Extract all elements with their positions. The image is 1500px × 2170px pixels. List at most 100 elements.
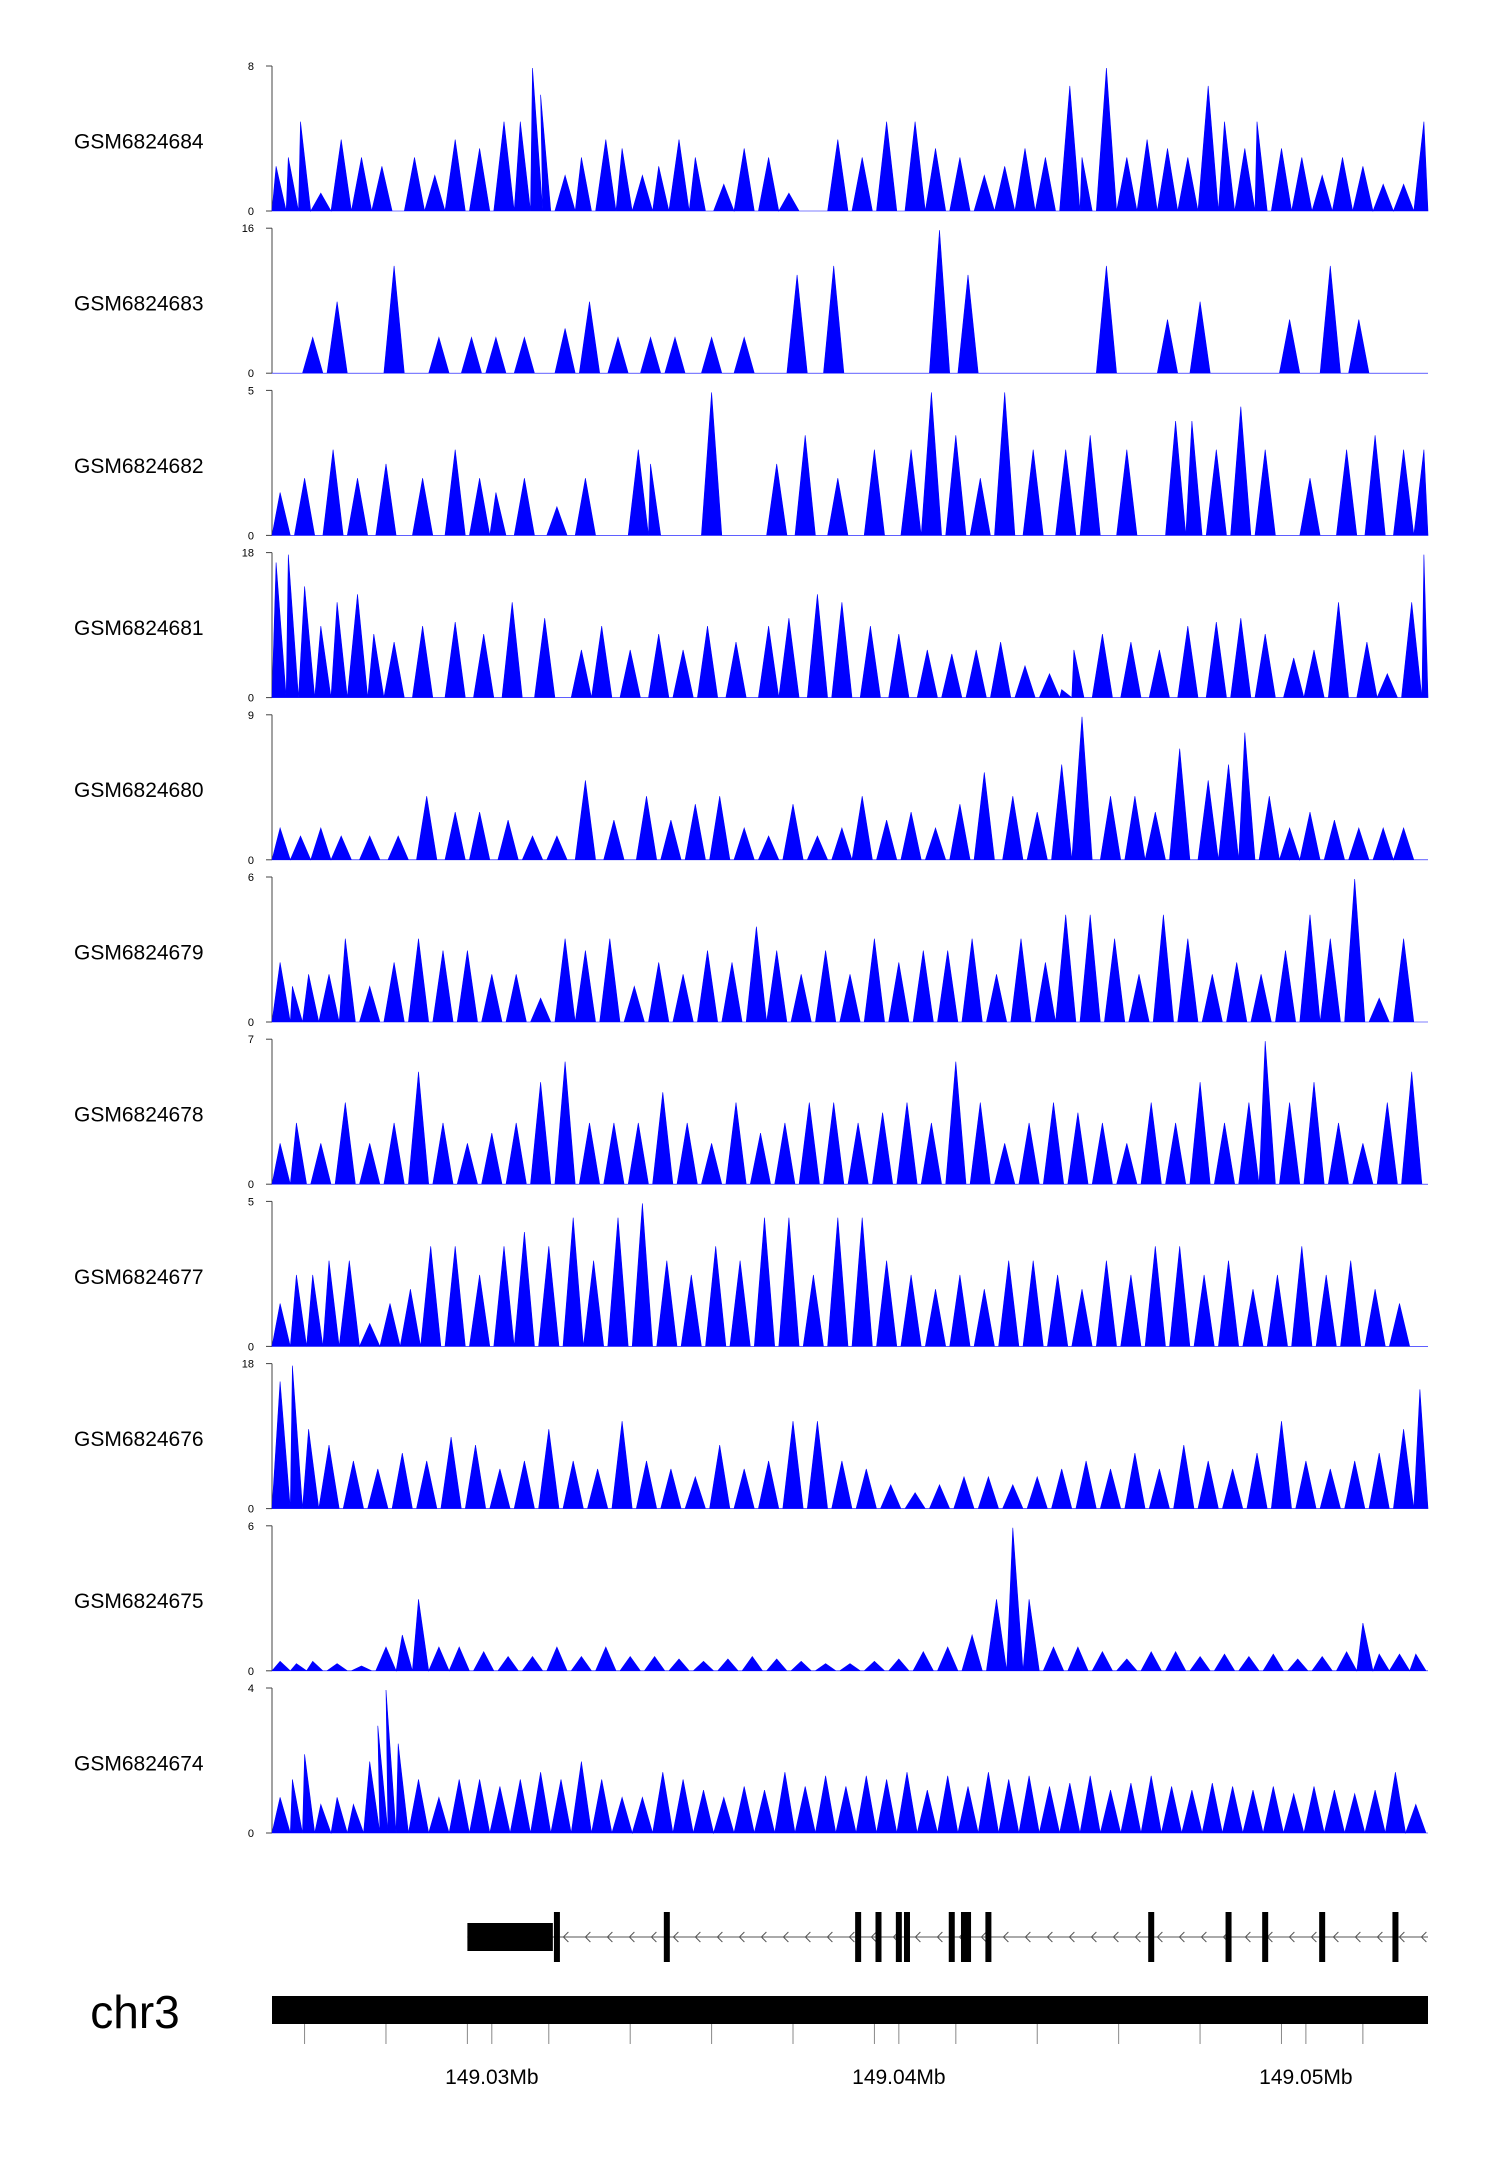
strand-arrow bbox=[650, 1931, 657, 1943]
y-max-label: 5 bbox=[248, 1196, 254, 1208]
strand-arrow bbox=[1288, 1931, 1295, 1943]
y-max-label: 4 bbox=[248, 1683, 254, 1695]
coverage-area bbox=[271, 1527, 1428, 1672]
genome-axis: chr3 149.03Mb 149.04Mb 149.05Mb bbox=[90, 1986, 1428, 2089]
strand-arrow bbox=[760, 1931, 767, 1943]
strand-arrow bbox=[1156, 1931, 1163, 1943]
track-label: GSM6824676 bbox=[74, 1428, 204, 1451]
strand-arrow bbox=[826, 1931, 833, 1943]
y-max-label: 5 bbox=[248, 385, 254, 397]
strand-arrow bbox=[1002, 1931, 1009, 1943]
track-label: GSM6824677 bbox=[74, 1266, 204, 1289]
track-label: GSM6824682 bbox=[74, 455, 204, 478]
exon bbox=[985, 1912, 992, 1962]
utr-block bbox=[467, 1923, 553, 1951]
track-GSM6824678: GSM6824678 7 0 bbox=[74, 1034, 1428, 1191]
track-GSM6824681: GSM6824681 18 0 bbox=[74, 548, 1429, 705]
exon bbox=[1225, 1912, 1232, 1962]
strand-arrow bbox=[1112, 1931, 1119, 1943]
strand-arrow bbox=[914, 1931, 921, 1943]
data-tracks: GSM682468480GSM6824683160GSM682468250GSM… bbox=[74, 61, 1429, 1840]
y-min-label: 0 bbox=[248, 1504, 254, 1516]
track-label: GSM6824681 bbox=[74, 617, 204, 640]
strand-arrow bbox=[1354, 1931, 1361, 1943]
exon bbox=[1319, 1912, 1326, 1962]
strand-arrow bbox=[562, 1931, 569, 1943]
y-min-label: 0 bbox=[248, 855, 254, 867]
y-max-label: 18 bbox=[242, 548, 254, 560]
strand-arrow bbox=[980, 1931, 987, 1943]
y-max-label: 16 bbox=[242, 223, 254, 235]
y-max-label: 8 bbox=[248, 61, 254, 73]
y-min-label: 0 bbox=[248, 1828, 254, 1840]
track-GSM6824676: GSM6824676 18 0 bbox=[74, 1359, 1429, 1516]
x-tick-label: 149.03Mb bbox=[445, 2066, 538, 2089]
strand-arrow bbox=[1200, 1931, 1207, 1943]
strand-arrow bbox=[1046, 1931, 1053, 1943]
exon bbox=[1392, 1912, 1399, 1962]
y-min-label: 0 bbox=[248, 530, 254, 542]
y-min-label: 0 bbox=[248, 368, 254, 380]
track-GSM6824675: GSM6824675 6 0 bbox=[74, 1521, 1428, 1678]
strand-arrow bbox=[716, 1931, 723, 1943]
strand-arrow bbox=[1090, 1931, 1097, 1943]
exon bbox=[1262, 1912, 1269, 1962]
exon bbox=[965, 1912, 972, 1962]
coverage-area bbox=[271, 716, 1428, 861]
y-max-label: 6 bbox=[248, 1521, 254, 1533]
chromosome-label: chr3 bbox=[90, 1986, 179, 2038]
gene-model-track bbox=[467, 1912, 1428, 1962]
coverage-area bbox=[272, 230, 1428, 374]
track-GSM6824674: GSM6824674 4 0 bbox=[74, 1683, 1428, 1840]
strand-arrow bbox=[1068, 1931, 1075, 1943]
y-min-label: 0 bbox=[248, 206, 254, 218]
exon bbox=[948, 1912, 955, 1962]
y-min-label: 0 bbox=[248, 1666, 254, 1678]
exon bbox=[553, 1912, 560, 1962]
exon bbox=[903, 1912, 910, 1962]
strand-arrow bbox=[848, 1931, 855, 1943]
strand-arrow bbox=[738, 1931, 745, 1943]
strand-arrow bbox=[1178, 1931, 1185, 1943]
strand-arrow bbox=[584, 1931, 591, 1943]
strand-arrow bbox=[606, 1931, 613, 1943]
coverage-area bbox=[271, 1203, 1428, 1348]
track-label: GSM6824675 bbox=[74, 1590, 204, 1613]
coverage-area bbox=[271, 554, 1429, 699]
track-label: GSM6824679 bbox=[74, 941, 204, 964]
strand-arrow bbox=[804, 1931, 811, 1943]
exon bbox=[855, 1912, 862, 1962]
y-max-label: 7 bbox=[248, 1034, 254, 1046]
strand-arrow bbox=[694, 1931, 701, 1943]
strand-arrow bbox=[782, 1931, 789, 1943]
track-GSM6824682: GSM6824682 5 0 bbox=[74, 385, 1429, 542]
exon bbox=[960, 1912, 967, 1962]
track-GSM6824679: GSM6824679 6 0 bbox=[74, 872, 1428, 1029]
strand-arrow bbox=[672, 1931, 679, 1943]
strand-arrow bbox=[1376, 1931, 1383, 1943]
coverage-area bbox=[271, 392, 1429, 536]
coverage-area bbox=[271, 878, 1428, 1023]
y-max-label: 9 bbox=[248, 710, 254, 722]
track-label: GSM6824678 bbox=[74, 1104, 204, 1127]
track-GSM6824683: GSM6824683 16 0 bbox=[74, 223, 1428, 380]
coverage-area bbox=[271, 67, 1429, 213]
y-min-label: 0 bbox=[248, 693, 254, 705]
strand-arrow bbox=[870, 1931, 877, 1943]
exon bbox=[895, 1912, 902, 1962]
strand-arrow bbox=[1420, 1931, 1427, 1943]
exon bbox=[1148, 1912, 1155, 1962]
strand-arrow bbox=[628, 1931, 635, 1943]
coverage-area bbox=[271, 1689, 1428, 1835]
y-min-label: 0 bbox=[248, 1017, 254, 1029]
track-GSM6824684: GSM6824684 8 0 bbox=[74, 61, 1429, 218]
strand-arrow bbox=[1134, 1931, 1141, 1943]
track-label: GSM6824680 bbox=[74, 779, 204, 802]
track-label: GSM6824684 bbox=[74, 130, 204, 153]
strand-arrow bbox=[1024, 1931, 1031, 1943]
exon bbox=[663, 1912, 670, 1962]
strand-arrow bbox=[936, 1931, 943, 1943]
y-min-label: 0 bbox=[248, 1341, 254, 1353]
exon bbox=[875, 1912, 882, 1962]
